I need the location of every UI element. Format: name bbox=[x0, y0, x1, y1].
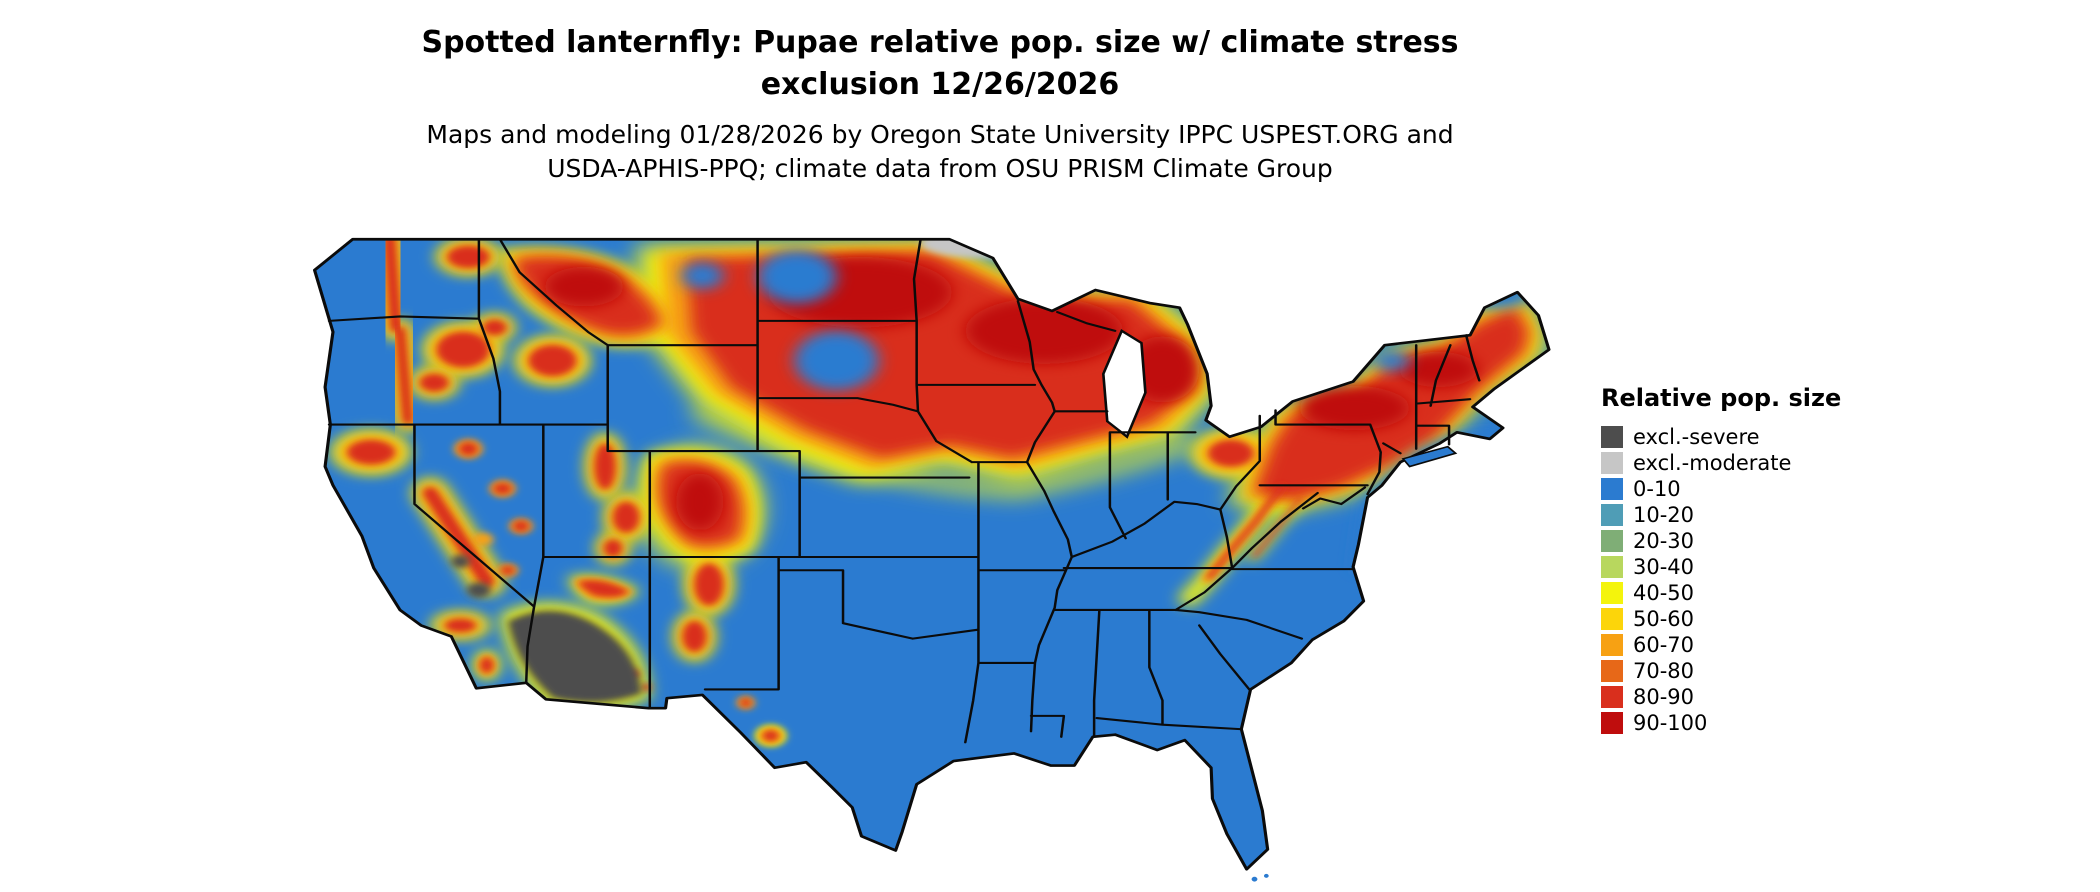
legend-label: 20-30 bbox=[1633, 529, 1695, 553]
legend-swatch bbox=[1601, 504, 1623, 526]
legend-item: 40-50 bbox=[1601, 580, 1841, 606]
legend-swatch bbox=[1601, 686, 1623, 708]
blue-sd-corridor bbox=[794, 330, 879, 391]
red-e-oregon bbox=[436, 331, 490, 368]
legend-item: 10-20 bbox=[1601, 502, 1841, 528]
red-nm1 bbox=[694, 563, 724, 606]
figure-header: Spotted lanternfly: Pupae relative pop. … bbox=[0, 22, 1880, 186]
red-sierra bbox=[423, 486, 495, 588]
legend-label: 70-80 bbox=[1633, 659, 1695, 683]
red-deep-colorado bbox=[676, 473, 724, 531]
red-wa-cascades bbox=[383, 239, 402, 333]
red-or-cascades bbox=[394, 326, 414, 425]
legend-swatch bbox=[1601, 582, 1623, 604]
map-canvas bbox=[308, 226, 1570, 888]
gray-severe-deathvalley bbox=[451, 554, 470, 569]
red-appalachia bbox=[1206, 483, 1286, 580]
legend-item: 50-60 bbox=[1601, 606, 1841, 632]
figure-subtitle: Maps and modeling 01/28/2026 by Oregon S… bbox=[0, 118, 1880, 186]
red-nv3 bbox=[513, 520, 529, 532]
red-appalachia2 bbox=[1252, 496, 1303, 558]
legend-item: 60-70 bbox=[1601, 632, 1841, 658]
legend-item: excl.-severe bbox=[1601, 424, 1841, 450]
legend-swatch bbox=[1601, 530, 1623, 552]
page-title-line2: exclusion 12/26/2026 bbox=[760, 67, 1120, 102]
legend-swatch bbox=[1601, 660, 1623, 682]
legend-label: 40-50 bbox=[1633, 581, 1695, 605]
red-bigbend bbox=[762, 730, 779, 742]
red-nv4 bbox=[501, 565, 515, 575]
legend-swatch bbox=[1601, 608, 1623, 630]
red-ut2 bbox=[612, 501, 640, 533]
long-island bbox=[1401, 445, 1458, 468]
red-socal bbox=[444, 618, 477, 633]
legend-swatch bbox=[1601, 712, 1623, 734]
legend-label: excl.-severe bbox=[1633, 425, 1760, 449]
legend-label: 80-90 bbox=[1633, 685, 1695, 709]
blue-nd-notch bbox=[757, 250, 837, 304]
legend-item: 30-40 bbox=[1601, 554, 1841, 580]
legend-item: 70-80 bbox=[1601, 658, 1841, 684]
legend-item: 80-90 bbox=[1601, 684, 1841, 710]
red-sd-mts bbox=[480, 657, 494, 673]
legend-item: excl.-moderate bbox=[1601, 450, 1841, 476]
legend-swatch bbox=[1601, 556, 1623, 578]
gray-severe-arizona bbox=[507, 610, 642, 703]
lake-michigan bbox=[1101, 329, 1147, 439]
red-or2 bbox=[419, 373, 449, 392]
florida-keys-speck2 bbox=[1263, 873, 1269, 878]
red-klamath bbox=[347, 440, 395, 465]
legend-item: 20-30 bbox=[1601, 528, 1841, 554]
legend: Relative pop. size excl.-severe excl.-mo… bbox=[1601, 384, 1841, 736]
legend-swatch bbox=[1601, 426, 1623, 448]
legend-title: Relative pop. size bbox=[1601, 384, 1842, 412]
orange-nv4 bbox=[472, 532, 494, 546]
blue-mt-center bbox=[681, 262, 724, 289]
red-deep-newengland bbox=[1399, 351, 1478, 388]
legend-label: 10-20 bbox=[1633, 503, 1695, 527]
red-se-az2 bbox=[640, 683, 652, 691]
red-wallowa bbox=[482, 319, 507, 336]
red-az-rim bbox=[578, 580, 629, 598]
red-nm2 bbox=[682, 620, 707, 652]
red-nv2 bbox=[493, 483, 512, 495]
legend-swatch bbox=[1601, 478, 1623, 500]
red-id-south bbox=[528, 345, 577, 377]
subtitle-line2: USDA-APHIS-PPQ; climate data from OSU PR… bbox=[547, 154, 1333, 183]
legend-label: excl.-moderate bbox=[1633, 451, 1792, 475]
blue-north-ny bbox=[1372, 350, 1410, 371]
red-ut1 bbox=[594, 443, 616, 490]
red-ne-ohio bbox=[1208, 440, 1254, 467]
red-ut3 bbox=[603, 539, 623, 557]
legend-label: 30-40 bbox=[1633, 555, 1695, 579]
us-map bbox=[312, 237, 1551, 882]
legend-item: 0-10 bbox=[1601, 476, 1841, 502]
state-borders bbox=[327, 238, 1481, 744]
legend-label: 90-100 bbox=[1633, 711, 1708, 735]
subtitle-line1: Maps and modeling 01/28/2026 by Oregon S… bbox=[426, 120, 1454, 149]
page-title-line1: Spotted lanternfly: Pupae relative pop. … bbox=[421, 25, 1459, 60]
red-guadalupe bbox=[740, 698, 752, 708]
red-deep-wisconsin bbox=[965, 297, 1124, 364]
florida-keys-speck1 bbox=[1251, 876, 1258, 882]
legend-swatch bbox=[1601, 634, 1623, 656]
legend-label: 50-60 bbox=[1633, 607, 1695, 631]
red-nv1 bbox=[459, 442, 478, 456]
legend-item: 90-100 bbox=[1601, 710, 1841, 736]
gray-moderate-arrowhead bbox=[1003, 254, 1046, 275]
legend-swatch bbox=[1601, 452, 1623, 474]
red-ne-wa bbox=[447, 245, 490, 268]
red-deep-ny bbox=[1299, 385, 1410, 431]
red-deep-idaho bbox=[544, 266, 624, 307]
legend-label: 60-70 bbox=[1633, 633, 1695, 657]
gray-severe-mojave bbox=[467, 582, 491, 598]
legend-label: 0-10 bbox=[1633, 477, 1681, 501]
